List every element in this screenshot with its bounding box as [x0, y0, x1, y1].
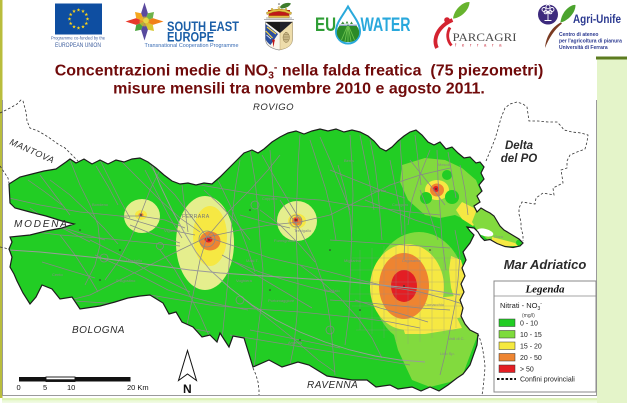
svg-text:Programme co-funded by the: Programme co-funded by the	[51, 36, 106, 41]
svg-text:Confini provinciali: Confini provinciali	[520, 377, 575, 384]
svg-text:Bondeno: Bondeno	[92, 202, 109, 207]
svg-text:(mg/l): (mg/l)	[522, 313, 535, 319]
svg-text:EU: EU	[315, 15, 336, 36]
svg-text:0: 0	[17, 383, 21, 392]
svg-text:EUROPE: EUROPE	[167, 30, 214, 45]
svg-text:SOUTH EAST: SOUTH EAST	[167, 19, 240, 34]
svg-text:Ostellato: Ostellato	[324, 288, 341, 293]
svg-text:Centro di ateneo: Centro di ateneo	[559, 32, 598, 38]
svg-text:ferrara: ferrara	[455, 43, 507, 48]
svg-text:Concentrazioni medie di NO3- n: Concentrazioni medie di NO3- nella falda…	[55, 62, 544, 82]
svg-text:Cento: Cento	[52, 272, 63, 277]
svg-text:BOLOGNA: BOLOGNA	[72, 325, 125, 336]
svg-text:20 - 50: 20 - 50	[520, 355, 542, 362]
svg-text:Copparo: Copparo	[262, 196, 278, 201]
svg-text:Masi T.: Masi T.	[246, 258, 259, 263]
svg-text:5: 5	[43, 383, 47, 392]
svg-text:Goro: Goro	[494, 234, 504, 239]
svg-text:Voghiera: Voghiera	[236, 278, 253, 283]
svg-text:Codigoro: Codigoro	[392, 202, 409, 207]
svg-text:WATER: WATER	[361, 15, 411, 36]
svg-text:Migliarino: Migliarino	[344, 258, 362, 263]
svg-text:ROVIGO: ROVIGO	[253, 102, 294, 113]
svg-text:20 Km: 20 Km	[127, 383, 149, 392]
svg-text:Jolanda: Jolanda	[372, 188, 387, 193]
svg-text:Lido Sp.: Lido Sp.	[440, 351, 455, 356]
svg-text:Berra: Berra	[344, 158, 355, 163]
svg-text:Delta: Delta	[505, 140, 534, 152]
svg-text:Poggio R.: Poggio R.	[142, 296, 160, 301]
svg-text:Formignana: Formignana	[274, 238, 296, 243]
svg-text:Vigarano: Vigarano	[164, 228, 181, 233]
svg-text:Comacchio: Comacchio	[424, 302, 445, 307]
svg-text:FERRARA: FERRARA	[182, 214, 210, 220]
svg-text:Mar Adriatico: Mar Adriatico	[504, 257, 587, 272]
svg-text:Mesola: Mesola	[438, 162, 452, 167]
svg-text:Transnational Cooperation Prog: Transnational Cooperation Programme	[145, 43, 239, 49]
svg-text:per l'agricoltura di pianura: per l'agricoltura di pianura	[559, 39, 622, 45]
svg-text:del PO: del PO	[501, 153, 537, 165]
svg-text:PARCAGRI: PARCAGRI	[453, 32, 517, 44]
svg-text:Tresigallo: Tresigallo	[294, 228, 312, 233]
svg-text:> 50: > 50	[520, 367, 534, 374]
svg-text:Portomaggiore: Portomaggiore	[268, 298, 295, 303]
svg-text:Nitrati - NO3-: Nitrati - NO3-	[500, 301, 542, 312]
svg-text:misure mensili tra novembre 20: misure mensili tra novembre 2010 e agost…	[113, 81, 485, 98]
svg-text:MANTOVA: MANTOVA	[8, 137, 56, 166]
svg-text:Argenta: Argenta	[288, 340, 303, 345]
svg-text:MODENA: MODENA	[14, 219, 69, 230]
svg-text:S.Agostino: S.Agostino	[116, 278, 136, 283]
svg-text:N: N	[183, 382, 192, 396]
svg-text:Mirabello: Mirabello	[126, 258, 143, 263]
svg-text:RAVENNA: RAVENNA	[307, 380, 358, 391]
svg-text:Università di Ferrara: Università di Ferrara	[559, 45, 608, 51]
svg-text:Legenda: Legenda	[524, 284, 565, 296]
svg-text:Agri-Unife: Agri-Unife	[573, 12, 621, 26]
svg-text:10 - 15: 10 - 15	[520, 332, 542, 339]
svg-text:10: 10	[67, 383, 75, 392]
svg-text:0 - 10: 0 - 10	[520, 321, 538, 328]
svg-text:Lagosanto: Lagosanto	[402, 258, 421, 263]
svg-text:EUROPEAN UNION: EUROPEAN UNION	[55, 43, 101, 49]
svg-text:Valli di C.: Valli di C.	[448, 336, 465, 341]
svg-text:15 - 20: 15 - 20	[520, 344, 542, 351]
